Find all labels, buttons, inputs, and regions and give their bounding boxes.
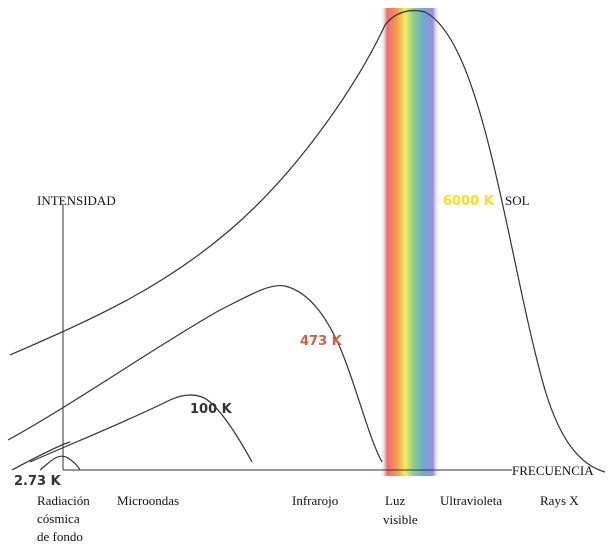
curve-label: 6000 K	[443, 194, 495, 209]
region-label: Ultravioleta	[440, 493, 502, 508]
curve-label: 2.73 K	[14, 474, 62, 489]
region-label: Luz	[385, 493, 405, 508]
region-label: Radiación	[37, 493, 90, 508]
x-axis-label: FRECUENCIA	[512, 463, 594, 478]
region-label: Rays X	[540, 493, 579, 508]
curve-2k	[39, 455, 81, 471]
y-axis-label: INTENSIDAD	[37, 193, 116, 208]
curve-label: 473 K	[300, 334, 343, 349]
curve-6000k	[9, 9, 606, 473]
region-label: visible	[383, 512, 418, 527]
region-label: de fondo	[37, 529, 83, 544]
region-label: Infrarojo	[292, 493, 338, 508]
region-label: cósmica	[37, 511, 80, 526]
visible-spectrum	[380, 8, 440, 476]
region-label: Microondas	[117, 493, 179, 508]
curve-left-tail	[11, 441, 71, 471]
curve-source: SOL	[505, 193, 530, 208]
curve-100k	[29, 394, 253, 463]
curve-label: 100 K	[190, 402, 233, 417]
curve-473k	[7, 284, 383, 463]
